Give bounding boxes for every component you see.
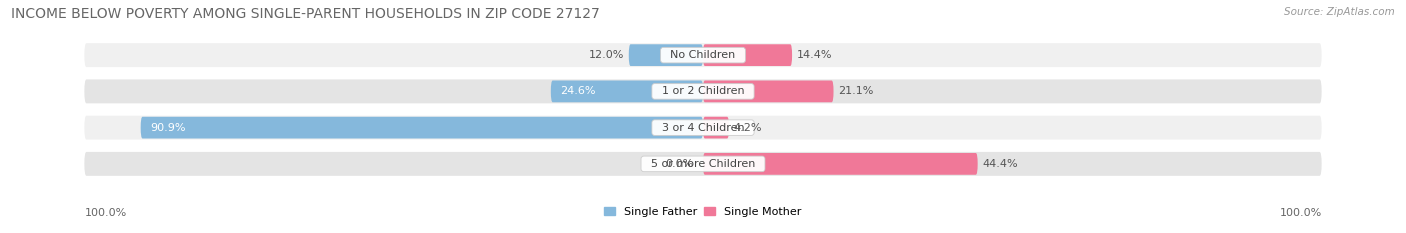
Text: 14.4%: 14.4% xyxy=(797,50,832,60)
Text: No Children: No Children xyxy=(664,50,742,60)
Text: 5 or more Children: 5 or more Children xyxy=(644,159,762,169)
FancyBboxPatch shape xyxy=(84,116,1322,140)
Text: 12.0%: 12.0% xyxy=(589,50,624,60)
FancyBboxPatch shape xyxy=(84,79,1322,103)
Legend: Single Father, Single Mother: Single Father, Single Mother xyxy=(600,202,806,221)
FancyBboxPatch shape xyxy=(551,81,703,102)
Text: 90.9%: 90.9% xyxy=(150,123,186,133)
Text: 24.6%: 24.6% xyxy=(560,86,596,96)
Text: Source: ZipAtlas.com: Source: ZipAtlas.com xyxy=(1284,7,1395,17)
FancyBboxPatch shape xyxy=(628,44,703,66)
Text: 1 or 2 Children: 1 or 2 Children xyxy=(655,86,751,96)
Text: 21.1%: 21.1% xyxy=(838,86,875,96)
FancyBboxPatch shape xyxy=(703,117,728,138)
FancyBboxPatch shape xyxy=(703,153,977,175)
Text: 100.0%: 100.0% xyxy=(84,208,127,218)
Text: 100.0%: 100.0% xyxy=(1279,208,1322,218)
Text: 3 or 4 Children: 3 or 4 Children xyxy=(655,123,751,133)
FancyBboxPatch shape xyxy=(84,43,1322,67)
Text: 4.2%: 4.2% xyxy=(734,123,762,133)
FancyBboxPatch shape xyxy=(703,81,834,102)
Text: 0.0%: 0.0% xyxy=(665,159,693,169)
FancyBboxPatch shape xyxy=(703,44,792,66)
Text: 44.4%: 44.4% xyxy=(983,159,1018,169)
FancyBboxPatch shape xyxy=(84,152,1322,176)
Text: INCOME BELOW POVERTY AMONG SINGLE-PARENT HOUSEHOLDS IN ZIP CODE 27127: INCOME BELOW POVERTY AMONG SINGLE-PARENT… xyxy=(11,7,600,21)
FancyBboxPatch shape xyxy=(141,117,703,138)
